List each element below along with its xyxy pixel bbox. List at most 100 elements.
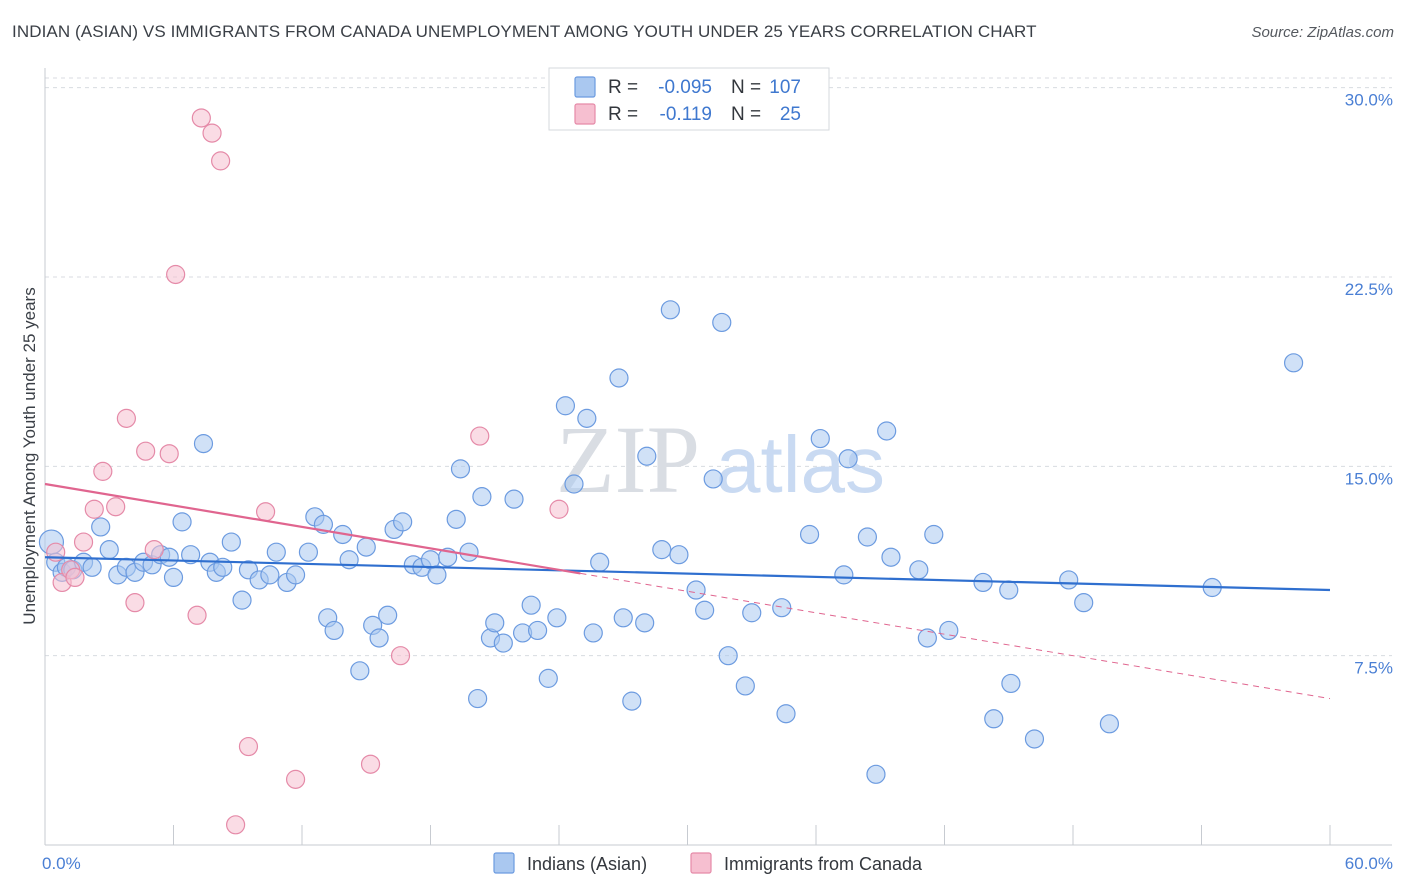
point-indians-asian	[504, 489, 524, 509]
watermark: ZIP atlas	[556, 406, 885, 513]
legend-n-label: N =	[731, 104, 761, 125]
point-indians-asian	[669, 545, 689, 565]
y-tick-labels: 7.5% 15.0% 22.5% 30.0%	[1345, 91, 1393, 678]
point-indians-asian	[527, 620, 548, 641]
point-indians-asian	[857, 527, 878, 547]
legend-r-value: -0.095	[658, 77, 712, 98]
legend-n-value: 25	[780, 104, 801, 125]
point-immigrants-canada	[202, 123, 222, 143]
point-indians-asian	[555, 396, 576, 416]
point-indians-asian	[163, 567, 184, 588]
series-immigrants-canada	[46, 108, 569, 835]
trend-line-indians-asian	[44, 556, 1331, 592]
point-indians-asian	[450, 459, 471, 479]
x-tick-labels: 0.0% 60.0%	[42, 854, 1393, 873]
point-indians-asian	[538, 668, 558, 688]
point-indians-asian	[881, 547, 901, 567]
point-indians-asian	[810, 428, 830, 449]
watermark-zip: ZIP	[556, 406, 700, 513]
point-indians-asian	[493, 633, 513, 653]
point-immigrants-canada	[159, 444, 179, 464]
point-immigrants-canada	[125, 593, 145, 613]
legend-n-label: N =	[731, 77, 761, 98]
point-immigrants-canada	[73, 532, 94, 552]
point-indians-asian	[172, 512, 192, 532]
point-indians-asian	[350, 661, 370, 681]
point-indians-asian	[472, 487, 492, 507]
point-indians-asian	[1024, 729, 1045, 749]
point-indians-asian	[82, 557, 102, 577]
point-indians-asian	[564, 474, 584, 494]
point-indians-asian	[324, 620, 344, 641]
point-indians-asian	[973, 572, 993, 593]
point-indians-asian	[521, 595, 541, 615]
point-indians-asian	[260, 565, 280, 585]
point-indians-asian	[609, 368, 629, 388]
legend-box: R = -0.095 N = 107 R = -0.119 N = 25	[548, 67, 830, 131]
point-indians-asian	[637, 446, 657, 466]
point-indians-asian	[99, 540, 119, 560]
point-indians-asian	[866, 764, 886, 784]
point-immigrants-canada	[285, 769, 306, 789]
point-indians-asian	[917, 628, 937, 648]
trend-line-immigrants-canada-extension	[580, 572, 1331, 700]
point-indians-asian	[613, 608, 633, 628]
point-indians-asian	[877, 421, 897, 441]
y-tick-label: 30.0%	[1345, 91, 1393, 110]
point-indians-asian	[838, 449, 858, 469]
point-indians-asian	[369, 628, 389, 648]
point-indians-asian	[984, 709, 1004, 729]
point-immigrants-canada	[106, 497, 126, 517]
axes	[44, 68, 1392, 846]
point-indians-asian	[776, 704, 796, 724]
point-indians-asian	[266, 542, 286, 562]
point-indians-asian	[799, 524, 820, 545]
legend-swatch-pink	[574, 103, 596, 125]
point-indians-asian	[427, 565, 447, 585]
legend-r-label: R =	[608, 104, 638, 125]
point-immigrants-canada	[191, 108, 211, 128]
point-immigrants-canada	[226, 815, 246, 835]
point-indians-asian	[834, 565, 854, 585]
bottom-legend-swatch-pink	[690, 852, 712, 874]
legend-swatch-blue	[574, 76, 596, 98]
point-indians-asian	[718, 646, 738, 666]
point-immigrants-canada	[238, 736, 259, 757]
point-indians-asian	[590, 552, 610, 572]
point-indians-asian	[181, 545, 201, 565]
point-immigrants-canada	[65, 567, 85, 588]
point-immigrants-canada	[187, 605, 207, 625]
point-indians-asian	[652, 540, 672, 560]
point-indians-asian	[742, 603, 762, 623]
point-indians-asian	[285, 565, 306, 585]
point-indians-asian	[622, 691, 642, 711]
legend-frame	[548, 67, 830, 131]
point-indians-asian	[635, 613, 655, 633]
y-tick-label: 22.5%	[1345, 280, 1393, 299]
point-immigrants-canada	[470, 426, 490, 446]
point-indians-asian	[735, 676, 755, 696]
point-immigrants-canada	[549, 499, 569, 519]
point-indians-asian	[909, 560, 929, 580]
point-indians-asian	[468, 688, 488, 709]
point-immigrants-canada	[144, 540, 164, 560]
point-indians-asian	[91, 517, 111, 537]
point-immigrants-canada	[166, 264, 186, 285]
trend-lines	[44, 482, 1331, 700]
bottom-legend-swatch-blue	[493, 852, 515, 874]
point-indians-asian	[1283, 353, 1304, 373]
legend-r-label: R =	[608, 77, 638, 98]
point-indians-asian	[1074, 593, 1094, 613]
point-indians-asian	[193, 434, 214, 454]
chart-title: INDIAN (ASIAN) VS IMMIGRANTS FROM CANADA…	[12, 22, 1037, 41]
point-indians-asian	[695, 600, 715, 620]
point-immigrants-canada	[136, 441, 156, 461]
point-indians-asian	[459, 542, 479, 562]
point-indians-asian	[686, 580, 706, 600]
legend-n-value: 107	[769, 77, 801, 98]
point-indians-asian	[924, 524, 944, 545]
point-indians-asian	[356, 537, 376, 557]
point-indians-asian	[378, 605, 398, 625]
y-axis-label: Unemployment Among Youth under 25 years	[20, 287, 39, 624]
